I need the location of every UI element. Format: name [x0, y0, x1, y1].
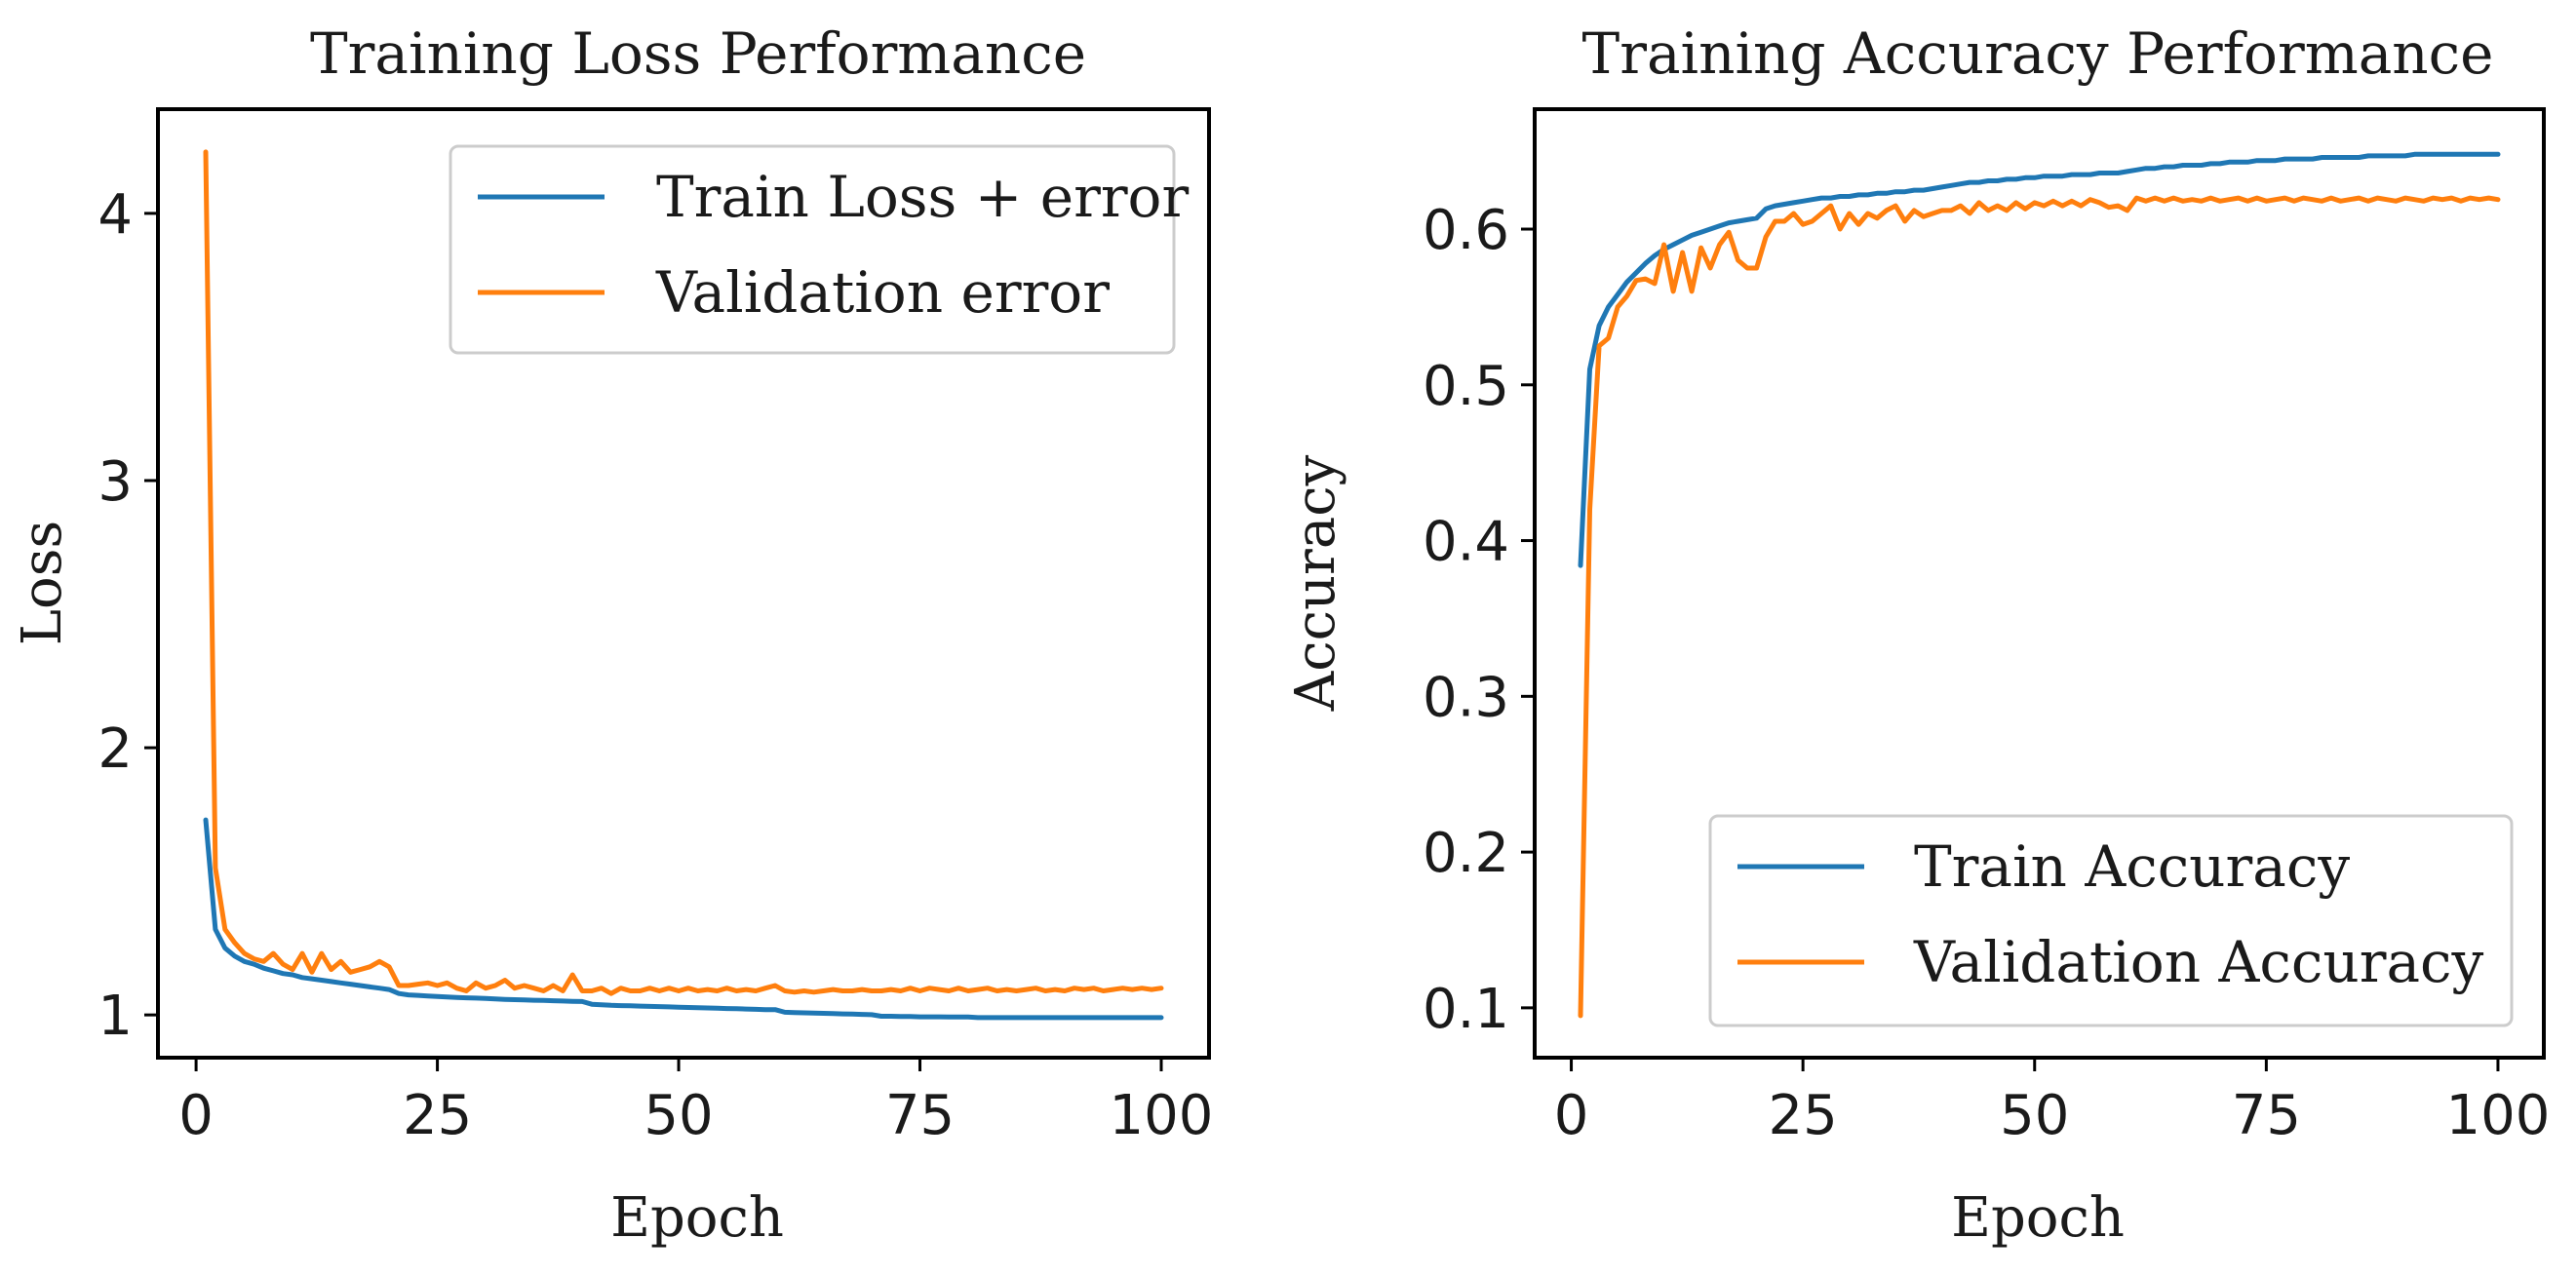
loss-y-tick-label: 4	[98, 183, 133, 247]
loss-chart: Training Loss Performance 0 25 50 75 100 1 2 3 4…	[11, 20, 1213, 1250]
loss-series-train-line	[203, 817, 1164, 1021]
accuracy-y-tick-label: 0.2	[1423, 822, 1509, 885]
accuracy-chart: Training Accuracy Performance 0 25 50 75 100…	[1284, 20, 2550, 1250]
accuracy-y-axis-label: Accuracy	[1284, 454, 1347, 712]
loss-plot-frame	[156, 107, 1211, 1060]
accuracy-x-tick-label: 0	[1554, 1084, 1589, 1147]
accuracy-series-train-line	[1578, 151, 2501, 568]
loss-chart-title: Training Loss Performance	[310, 20, 1086, 87]
loss-legend-label-train: Train Loss + error	[656, 164, 1189, 230]
loss-y-axis-label: Loss	[11, 521, 74, 645]
loss-x-tick-label: 100	[1110, 1084, 1214, 1147]
loss-series-validation-line	[203, 149, 1164, 996]
loss-y-tick-label: 1	[98, 985, 133, 1048]
accuracy-chart-title: Training Accuracy Performance	[1582, 20, 2494, 87]
loss-y-tick-label: 3	[98, 450, 133, 514]
loss-legend-box	[449, 144, 1176, 355]
loss-x-tick-label: 75	[885, 1084, 955, 1147]
loss-x-tick-label: 25	[403, 1084, 472, 1147]
loss-x-tick-label: 50	[644, 1084, 713, 1147]
accuracy-x-tick-label: 100	[2446, 1084, 2551, 1147]
loss-legend: Train Loss + error Validation error	[449, 144, 1189, 355]
loss-x-tick-label: 0	[178, 1084, 214, 1147]
accuracy-y-tick-label: 0.4	[1423, 511, 1509, 574]
accuracy-plot-frame	[1533, 107, 2546, 1060]
accuracy-plot-area: 0 25 50 75 100 0.1 0.2 0.3 0.4 0.5 0.6	[1423, 151, 2551, 1147]
accuracy-legend-label-val: Validation Accuracy	[1913, 929, 2484, 995]
loss-plot-area: 0 25 50 75 100 1 2 3 4	[98, 149, 1214, 1147]
accuracy-x-tick-label: 25	[1769, 1084, 1838, 1147]
accuracy-x-axis-label: Epoch	[1951, 1186, 2125, 1250]
accuracy-legend-label-train: Train Accuracy	[1914, 833, 2350, 900]
accuracy-series-validation-line	[1578, 195, 2501, 1019]
accuracy-x-tick-label: 50	[2000, 1084, 2069, 1147]
loss-legend-label-val: Validation error	[655, 259, 1110, 326]
loss-x-axis-label: Epoch	[610, 1186, 784, 1250]
accuracy-x-tick-label: 75	[2232, 1084, 2301, 1147]
accuracy-legend: Train Accuracy Validation Accuracy	[1708, 814, 2514, 1027]
accuracy-y-tick-label: 0.3	[1423, 666, 1509, 729]
loss-y-tick-label: 2	[98, 717, 133, 781]
accuracy-y-tick-label: 0.6	[1423, 199, 1509, 262]
accuracy-legend-box	[1708, 814, 2514, 1027]
accuracy-y-tick-label: 0.5	[1423, 355, 1509, 418]
accuracy-y-tick-label: 0.1	[1423, 978, 1509, 1041]
